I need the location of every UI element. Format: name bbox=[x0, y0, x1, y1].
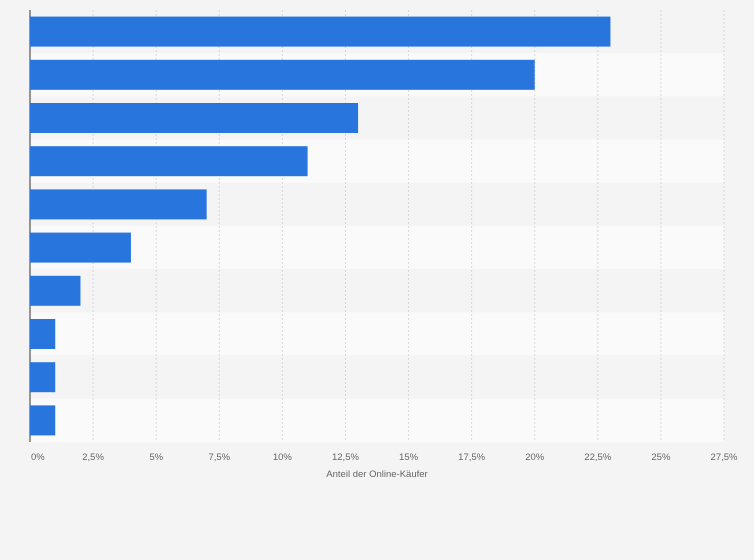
row-band bbox=[30, 355, 724, 399]
x-tick-label: 12,5% bbox=[332, 452, 359, 463]
x-tick-label: 15% bbox=[399, 452, 419, 463]
row-band bbox=[30, 269, 724, 313]
bar[interactable] bbox=[30, 103, 359, 133]
x-tick-label: 27,5% bbox=[711, 452, 738, 463]
bar[interactable] bbox=[30, 405, 56, 436]
bar[interactable] bbox=[30, 16, 611, 47]
x-tick-label: 25% bbox=[651, 452, 671, 463]
x-tick-labels: 0% 2,5% 5% 7,5% 10% 12,5% 15% 17,5% 20% 22,5% 25% 2… bbox=[31, 452, 738, 463]
x-tick-label: 17,5% bbox=[458, 452, 485, 463]
row-band bbox=[30, 226, 724, 270]
x-tick-label: 22,5% bbox=[584, 452, 611, 463]
bar[interactable] bbox=[30, 59, 535, 90]
bar[interactable] bbox=[30, 362, 56, 393]
bar[interactable] bbox=[30, 189, 207, 220]
x-tick-label: 0% bbox=[31, 452, 45, 463]
bar[interactable] bbox=[30, 146, 308, 177]
x-tick-label: 7,5% bbox=[208, 452, 230, 463]
bar[interactable] bbox=[30, 232, 131, 263]
x-tick-label: 20% bbox=[525, 452, 545, 463]
bar[interactable] bbox=[30, 319, 56, 349]
bar[interactable] bbox=[30, 275, 81, 306]
x-tick-label: 2,5% bbox=[82, 452, 104, 463]
bars bbox=[30, 16, 611, 436]
x-tick-label: 10% bbox=[273, 452, 293, 463]
row-band bbox=[30, 398, 724, 442]
x-tick-label: 5% bbox=[149, 452, 163, 463]
x-axis-title: Anteil der Online-Käufer bbox=[326, 469, 427, 480]
row-band bbox=[30, 312, 724, 356]
